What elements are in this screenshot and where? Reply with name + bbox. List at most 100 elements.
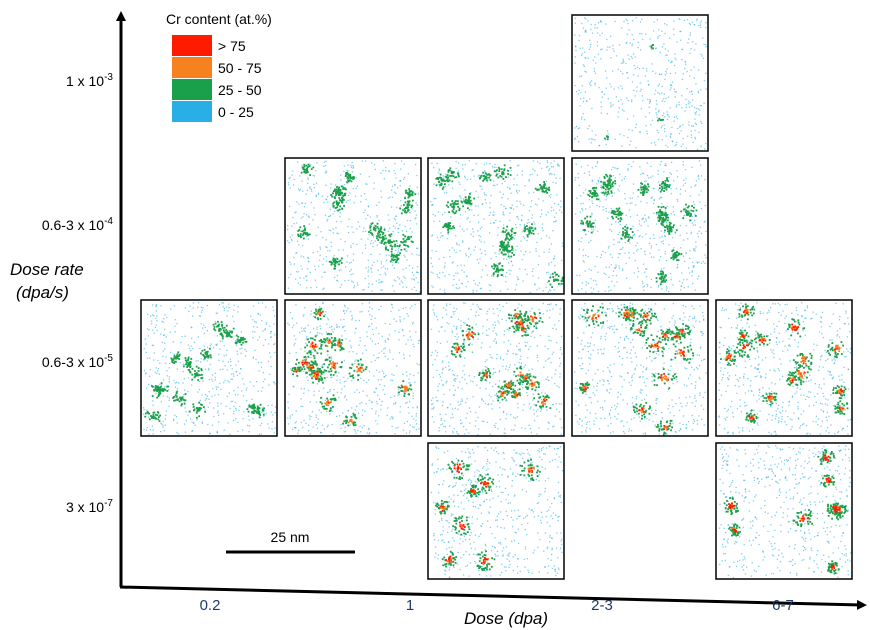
atom-dot	[444, 192, 446, 194]
atom-dot	[648, 106, 650, 108]
atom-dot	[492, 245, 494, 247]
atom-dot	[411, 194, 414, 197]
atom-dot	[659, 164, 661, 166]
atom-dot	[310, 201, 312, 204]
atom-dot	[378, 279, 380, 281]
atom-dot	[310, 375, 312, 377]
atom-dot	[638, 220, 641, 222]
atom-dot	[245, 340, 248, 343]
atom-dot	[414, 381, 416, 383]
atom-dot	[394, 184, 396, 186]
atom-dot	[185, 411, 187, 413]
atom-dot	[383, 227, 386, 229]
atom-dot	[691, 21, 694, 24]
atom-dot	[527, 231, 530, 233]
atom-dot	[301, 367, 303, 369]
atom-dot	[381, 281, 384, 283]
atom-dot	[378, 332, 380, 335]
atom-dot	[433, 220, 435, 223]
atom-dot	[327, 250, 329, 252]
atom-dot	[521, 214, 523, 217]
atom-dot	[700, 20, 702, 22]
atom-dot	[684, 61, 686, 63]
atom-dot	[146, 357, 149, 359]
atom-dot	[632, 19, 634, 22]
atom-dot	[620, 237, 622, 239]
atom-dot	[335, 227, 337, 229]
atom-dot	[548, 237, 550, 239]
atom-dot	[585, 284, 587, 286]
atom-dot	[319, 375, 322, 378]
atom-dot	[293, 324, 295, 326]
atom-dot	[584, 57, 586, 59]
atom-dot	[450, 175, 453, 177]
atom-dot	[583, 229, 586, 231]
atom-dot	[698, 261, 700, 263]
atom-dot	[388, 349, 391, 351]
atom-dot	[536, 204, 538, 206]
atom-dot	[318, 312, 320, 315]
atom-dot	[301, 202, 304, 204]
atom-dot	[173, 362, 176, 364]
atom-dot	[615, 221, 617, 223]
atom-dot	[506, 186, 509, 188]
atom-dot	[501, 243, 503, 245]
atom-dot	[589, 215, 592, 218]
atom-dot	[645, 191, 648, 194]
atom-dot	[516, 189, 518, 191]
atom-dot	[592, 279, 595, 282]
atom-dot	[402, 329, 404, 332]
atom-dot	[351, 315, 353, 317]
atom-dot	[594, 72, 597, 74]
atom-dot	[589, 98, 591, 100]
atom-dot	[308, 424, 310, 426]
atom-dot	[609, 253, 612, 256]
atom-dot	[162, 355, 164, 358]
atom-dot	[380, 267, 383, 269]
atom-dot	[295, 338, 297, 340]
atom-dot	[642, 282, 644, 285]
atom-dot	[450, 216, 452, 218]
atom-dot	[692, 125, 694, 127]
atom-dot	[148, 433, 150, 435]
atom-dot	[617, 87, 620, 89]
atom-dot	[523, 230, 526, 233]
atom-dot	[655, 223, 658, 225]
atom-dot	[344, 266, 347, 268]
atom-dot	[307, 178, 309, 181]
atom-dot	[183, 394, 185, 396]
atom-dot	[686, 212, 688, 215]
atom-dot	[588, 174, 591, 176]
atom-dot	[647, 216, 650, 218]
atom-dot	[378, 371, 381, 373]
atom-dot	[660, 206, 663, 209]
atom-dot	[476, 290, 478, 292]
atom-dot	[403, 318, 405, 320]
atom-dot	[690, 232, 692, 235]
atom-dot	[294, 342, 296, 345]
atom-dot	[321, 348, 324, 351]
atom-dot	[158, 388, 161, 391]
atom-dot	[315, 310, 318, 313]
atom-dot	[698, 131, 700, 134]
atom-dot	[488, 176, 490, 179]
atom-dot	[545, 214, 548, 216]
atom-dot	[575, 49, 577, 52]
atom-dot	[331, 398, 334, 400]
atom-dot	[332, 260, 335, 263]
atom-dot	[683, 19, 686, 22]
atom-dot	[316, 345, 319, 348]
atom-dot	[633, 89, 635, 92]
atom-dot	[376, 403, 379, 405]
atom-dot	[489, 289, 491, 292]
atom-dot	[151, 417, 153, 419]
atom-dot	[643, 180, 646, 183]
atom-dot	[548, 168, 551, 170]
atom-dot	[293, 335, 296, 337]
atom-dot	[490, 275, 493, 277]
atom-dot	[591, 212, 593, 214]
atom-dot	[289, 236, 291, 238]
atom-dot	[672, 237, 674, 239]
atom-dot	[391, 189, 393, 191]
atom-dot	[598, 205, 600, 208]
